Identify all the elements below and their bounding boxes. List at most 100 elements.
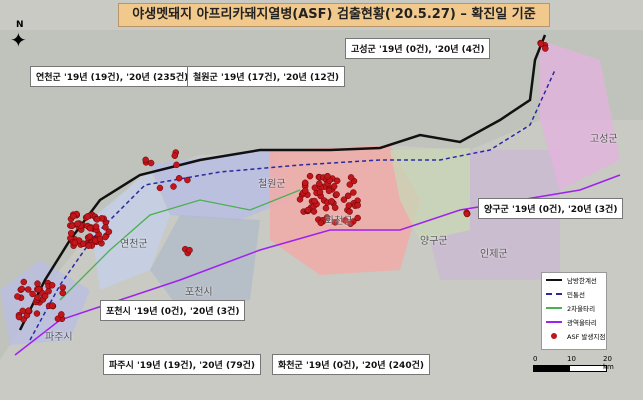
callout-goseong: 고성군 '19년 (0건), '20년 (4건) — [345, 38, 491, 59]
scale-tick: 10 — [567, 355, 576, 363]
southern-limit-icon — [545, 279, 563, 281]
asf-point — [86, 224, 94, 232]
asf-point — [67, 229, 75, 237]
asf-point — [54, 315, 62, 322]
label-inje: 인제군 — [480, 249, 508, 260]
asf-point — [102, 233, 109, 241]
asf-point — [84, 213, 91, 220]
region-yanggu — [390, 148, 470, 240]
asf-point — [33, 310, 41, 317]
label-yeoncheon: 연천군 — [120, 239, 148, 250]
compass-label: N — [16, 20, 24, 30]
label-hwacheon: 화천군 — [325, 216, 353, 227]
asf-point — [537, 40, 545, 48]
asf-point — [347, 174, 355, 181]
region-goseong — [540, 40, 620, 190]
asf-point — [48, 282, 56, 289]
callout-cheorwon: 철원군 '19년 (17건), '20년 (12건) — [187, 66, 345, 87]
asf-point — [354, 201, 361, 209]
asf-point — [15, 313, 23, 321]
asf-point — [45, 287, 52, 295]
scale-bar: 0 10 20 km — [533, 355, 614, 372]
asf-points — [14, 39, 549, 323]
callout-yeoncheon: 연천군 '19년 (19건), '20년 (235건) — [30, 66, 195, 87]
asf-point — [324, 172, 331, 180]
asf-point-icon — [545, 333, 563, 339]
asf-point — [68, 222, 76, 230]
asf-point — [25, 307, 32, 314]
asf-point — [344, 192, 352, 200]
secondary-fence-icon — [545, 307, 563, 309]
asf-point — [350, 189, 357, 196]
asf-point — [34, 280, 41, 287]
asf-point — [24, 286, 32, 293]
asf-point — [86, 233, 94, 240]
asf-point — [341, 217, 349, 224]
scale-tick: 0 — [533, 355, 538, 363]
compass-north-icon: ✦ N — [10, 20, 27, 52]
legend-item: 2차울타리 — [542, 301, 606, 315]
legend-item: 남방한계선 — [542, 273, 606, 287]
asf-point — [14, 293, 21, 300]
asf-point — [328, 198, 335, 205]
legend: 남방한계선 민통선 2차울타리 광역울타리 ASF 발생지점 — [541, 272, 607, 350]
asf-point — [41, 292, 49, 300]
asf-point — [156, 184, 164, 192]
asf-point — [93, 216, 101, 223]
secondary-fence — [59, 189, 301, 301]
asf-point — [301, 179, 309, 187]
asf-point — [333, 177, 341, 185]
region-pocheon — [150, 215, 260, 310]
region-cheorwon — [150, 148, 290, 220]
callout-pocheon: 포천시 '19년 (0건), '20년 (3건) — [100, 300, 246, 321]
callout-yanggu: 양구군 '19년 (0건), '20년 (3건) — [478, 198, 624, 219]
asf-point — [59, 284, 67, 291]
asf-point — [302, 187, 309, 194]
region-yeoncheon — [90, 170, 170, 290]
callout-hwacheon: 화천군 '19년 (0건), '20년 (240건) — [272, 354, 430, 375]
label-paju: 파주시 — [45, 332, 73, 343]
label-cheorwon: 철원군 — [258, 179, 286, 190]
asf-point — [105, 228, 113, 236]
asf-point — [354, 214, 361, 222]
asf-point — [35, 286, 42, 293]
asf-point — [311, 197, 318, 205]
asf-point — [322, 204, 330, 212]
asf-point — [70, 212, 77, 220]
asf-point — [147, 159, 155, 167]
asf-point — [463, 210, 471, 218]
asf-point — [316, 180, 323, 187]
legend-label: 광역울타리 — [567, 319, 597, 327]
asf-point — [20, 278, 28, 286]
asf-point — [310, 208, 318, 215]
asf-point — [142, 156, 149, 164]
asf-point — [74, 220, 81, 227]
asf-point — [542, 45, 549, 52]
map-title: 야생멧돼지 아프리카돼지열병(ASF) 검출현황('20.5.27) – 확진일… — [118, 3, 550, 27]
asf-point — [92, 223, 100, 230]
asf-point — [330, 183, 338, 190]
asf-point — [346, 208, 353, 215]
asf-point — [296, 196, 304, 203]
civilian-line-icon — [545, 293, 563, 295]
asf-point — [340, 196, 348, 203]
asf-point — [346, 181, 354, 188]
asf-point — [347, 220, 354, 228]
asf-point — [34, 294, 41, 301]
asf-point — [173, 161, 180, 169]
asf-point — [317, 219, 325, 227]
asf-point — [311, 184, 319, 191]
legend-item: 광역울타리 — [542, 315, 606, 329]
asf-point — [333, 191, 340, 198]
asf-point — [332, 219, 339, 226]
asf-point — [345, 202, 353, 209]
asf-point — [175, 175, 183, 182]
civilian-control-line — [29, 69, 556, 341]
asf-point — [304, 206, 312, 214]
asf-point — [85, 242, 92, 249]
callout-paju: 파주시 '19년 (19건), '20년 (79건) — [103, 354, 261, 375]
asf-point — [170, 183, 177, 190]
asf-point — [59, 289, 67, 297]
asf-point — [49, 302, 56, 309]
legend-label: ASF 발생지점 — [567, 333, 606, 341]
